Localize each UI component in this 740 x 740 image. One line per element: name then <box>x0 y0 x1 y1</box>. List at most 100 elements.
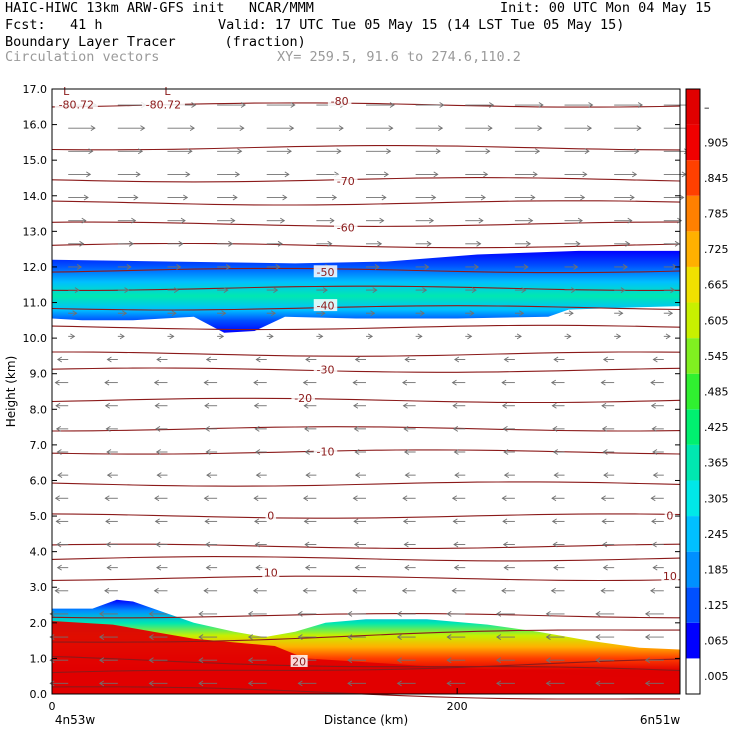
wind-vector-head <box>552 541 558 548</box>
wind-vector-head <box>228 240 234 247</box>
y-tick-label: 5.0 <box>30 510 48 523</box>
wind-vector-head <box>176 264 182 270</box>
wind-vector-head <box>72 310 78 317</box>
wind-vector-head <box>253 495 259 502</box>
temperature-contour <box>51 481 681 487</box>
contour-label: -40 <box>316 300 334 313</box>
wind-vector-head <box>289 125 295 132</box>
wind-vector-head <box>601 425 607 432</box>
wind-vector-head <box>632 171 638 178</box>
wind-vector-head <box>106 564 112 571</box>
colorbar-swatch <box>686 409 700 445</box>
wind-vector-head <box>302 379 308 386</box>
colorbar-swatch <box>686 444 700 481</box>
wind-vector-head <box>454 356 460 363</box>
x-axis-label: Distance (km) <box>324 713 408 727</box>
temperature-contour <box>51 267 681 274</box>
wind-vector-head <box>483 171 489 178</box>
contour-label: -20 <box>294 392 312 405</box>
wind-vector-head <box>396 657 402 664</box>
wind-vector-head <box>198 611 204 617</box>
wind-vector-head <box>105 541 111 548</box>
wind-vector-head <box>525 240 532 247</box>
wind-vector-head <box>451 587 457 594</box>
wind-vector-head <box>327 240 333 247</box>
wind-vector-head <box>573 264 579 270</box>
wind-vector-head <box>354 356 360 363</box>
wind-vector-head <box>603 472 609 479</box>
wind-vector-head <box>467 333 473 340</box>
wind-vector-head <box>302 587 308 594</box>
wind-vector-head <box>255 449 261 455</box>
wind-vector-head <box>496 680 502 687</box>
wind-vector-head <box>355 472 361 479</box>
wind-vector-head <box>446 634 452 640</box>
wind-vector-head <box>396 611 402 617</box>
temperature-contour <box>51 655 681 672</box>
wind-vector-head <box>501 495 507 502</box>
colorbar-frame <box>685 88 701 695</box>
y-tick-label: 15.0 <box>23 154 48 167</box>
wind-vector-head <box>485 148 491 155</box>
wind-vector-head <box>79 240 85 247</box>
wind-vector-head <box>451 495 458 502</box>
wind-vector-head <box>55 402 61 409</box>
wind-vector-head <box>433 171 439 178</box>
wind-vector-head <box>305 472 311 479</box>
wind-vector-head <box>353 541 360 548</box>
wind-vector-head <box>551 495 557 502</box>
temperature-contour <box>51 242 681 249</box>
temperature-contour <box>51 575 681 582</box>
wind-vector-head <box>670 287 676 293</box>
wind-vector-head <box>451 379 457 386</box>
wind-vector-head <box>374 264 380 270</box>
wind-vector-head <box>98 680 105 687</box>
x-tick-label: 0 <box>49 700 56 713</box>
wind-vector-head <box>426 240 432 247</box>
wind-vector-head <box>131 217 137 224</box>
wind-vector-head <box>74 287 80 293</box>
wind-vector-head <box>205 541 211 548</box>
wind-vector-head <box>49 611 55 617</box>
colorbar-label: .545 <box>704 350 729 363</box>
wind-vector-head <box>478 217 484 224</box>
wind-vector-head <box>650 495 656 502</box>
wind-vector-head <box>338 125 344 132</box>
wind-vector-head <box>367 333 374 340</box>
cross-section-endpoints: XY= 259.5, 91.6 to 274.6,110.2 <box>277 49 521 65</box>
temperature-contour <box>51 513 681 519</box>
temperature-contour <box>51 221 680 227</box>
wind-vector-head <box>155 541 161 548</box>
field-name: Boundary Layer Tracer (fraction) <box>5 34 306 50</box>
wind-vector-head <box>284 171 290 178</box>
x-tick-label: 200 <box>447 700 468 713</box>
wind-vector-head <box>602 449 608 455</box>
wind-vector-head <box>275 264 281 270</box>
colorbar-label: .365 <box>704 457 729 470</box>
wind-vector-head <box>119 333 125 340</box>
wind-vector-head <box>651 518 657 525</box>
wind-vector-head <box>446 611 452 617</box>
wind-vector-head <box>104 402 110 409</box>
wind-vector-head <box>469 310 475 317</box>
wind-vector-head <box>651 425 657 432</box>
wind-vector-head <box>650 587 656 594</box>
wind-vector-head <box>49 680 55 687</box>
wind-vector-head <box>652 564 658 571</box>
wind-vector-head <box>230 217 236 224</box>
wind-vector-head <box>618 310 624 317</box>
colorbar-label: .605 <box>704 314 729 327</box>
colorbar-swatch <box>686 195 700 232</box>
wind-vector-head <box>237 148 243 155</box>
wind-vector-head <box>203 495 209 502</box>
wind-vector-head <box>528 217 534 224</box>
colorbar-label: .785 <box>704 208 729 221</box>
wind-vector-head <box>577 217 583 224</box>
colorbar-swatch <box>686 302 700 339</box>
colorbar-swatch <box>686 373 700 410</box>
valid-time: Valid: 17 UTC Tue 05 May 15 (14 LST Tue … <box>218 17 625 33</box>
wind-vector-head <box>580 194 586 201</box>
wind-vector-head <box>282 194 288 201</box>
wind-vector-head <box>169 333 175 340</box>
